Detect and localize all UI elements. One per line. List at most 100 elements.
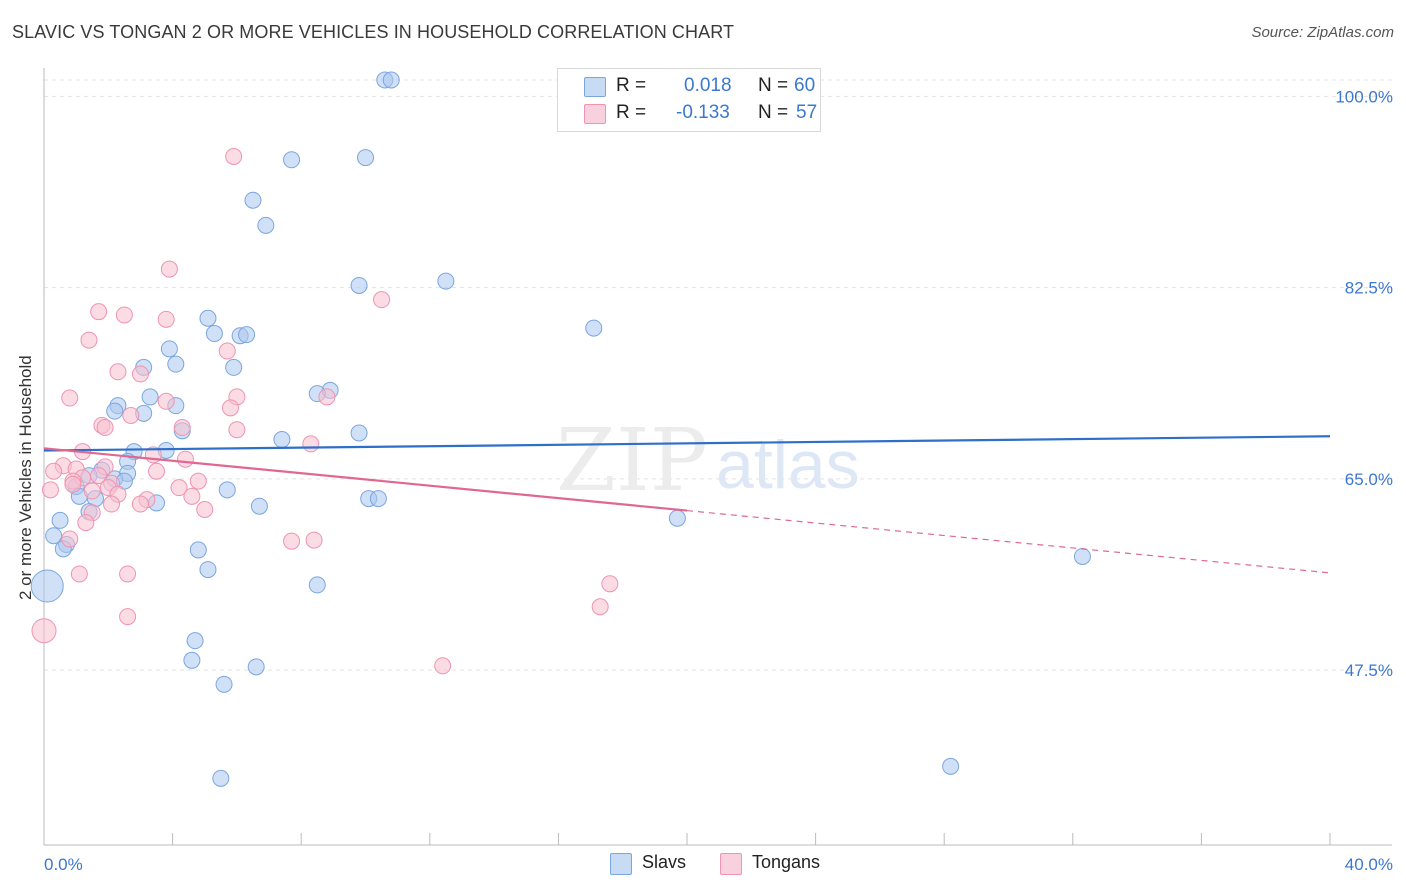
points-layer [30,71,1091,787]
slavs-point [30,569,64,603]
slavs-point [1073,547,1091,565]
slavs-point [250,497,268,515]
tongans-point [591,598,609,616]
watermark-zip: ZIP [556,411,708,511]
slavs-point [942,757,960,775]
y-tick-label: 47.5% [1345,661,1393,680]
tongans-point [302,435,320,453]
tongans-point [131,365,149,383]
tongans-legend-swatch [720,853,742,875]
r-value: 0.018 [684,75,732,96]
tongans-point [176,450,194,468]
tongans-point [70,565,88,583]
slavs-point [189,541,207,559]
tongans-point [434,657,452,675]
tongans-point [131,495,149,513]
tongans-point [373,291,391,309]
slavs-point [218,481,236,499]
slavs-point [199,561,217,579]
tongans-point [96,419,114,437]
grid-layer [44,79,1392,671]
r-value: -0.133 [676,102,730,123]
slavs-point [369,490,387,508]
y-axis-label: 2 or more Vehicles in Household [16,355,35,600]
tongans-point [318,388,336,406]
slavs-point [257,216,275,234]
slavs-point [199,309,217,327]
trend-layer [43,435,1331,574]
slavs-point [382,71,400,89]
x-tick-label: 40.0% [1345,855,1393,874]
chart-title: SLAVIC VS TONGAN 2 OR MORE VEHICLES IN H… [12,22,735,42]
slavs-point [225,358,243,376]
slavs-point [45,527,63,545]
tongans-point [80,331,98,349]
tongans-point [119,565,137,583]
legend-label: Tongans [752,852,821,872]
slavs-point [238,326,256,344]
stats-legend: R = 0.018 N = 60 R = -0.133 N = 57 [557,68,821,132]
tongans-point [31,618,57,644]
tongans-point [103,495,121,513]
slavs-point [247,658,265,676]
tongans-point [148,462,166,480]
tongans-trend-extension [686,509,1331,574]
n-label: N = [758,75,789,96]
r-label: R = [616,75,647,96]
tongans-point [90,303,108,321]
slavs-point [186,632,204,650]
tongans-point [157,310,175,328]
tongans-point [109,363,127,381]
tongans-point [119,608,137,626]
watermark-atlas: atlas [716,427,860,503]
x-tick-label: 0.0% [44,855,83,874]
tongans-point [41,481,59,499]
slavs-point [668,509,686,527]
slavs-point [205,325,223,343]
y-tick-label: 100.0% [1335,87,1393,106]
tongans-point [183,487,201,505]
tongans-point [115,306,133,324]
tongans-point [77,514,95,532]
tongans-point [218,342,236,360]
slavs-trend-line [43,435,1331,452]
slavs-point [183,651,201,669]
y-tick-label: 82.5% [1345,279,1393,298]
tongans-point [601,575,619,593]
slavs-point [167,355,185,373]
slavs-point [357,149,374,167]
tongans-trend-line [43,447,688,512]
tongans-point [83,482,101,500]
slavs-swatch [584,77,606,97]
legend-label: Slavs [642,852,687,872]
tongans-point [122,407,140,425]
slavs-point [51,511,69,529]
slavs-point [273,431,291,449]
tongans-point [196,500,214,518]
slavs-legend-swatch [610,853,632,875]
tongans-point [305,531,323,549]
slavs-point [215,675,233,693]
slavs-point [141,388,159,406]
axes-layer [43,68,1392,846]
tongans-swatch [584,104,606,124]
tongans-point [173,419,191,437]
slavs-point [350,424,368,442]
tongans-point [228,421,246,439]
tongans-point [283,532,301,550]
slavs-point [308,576,326,594]
n-value: 60 [794,75,816,96]
tongans-point [45,462,63,480]
tongans-point [170,479,188,497]
source-label: Source: ZipAtlas.com [1251,24,1394,41]
slavs-point [585,319,603,337]
tongans-point [189,472,207,490]
n-label: N = [758,102,789,123]
n-value: 57 [796,102,818,123]
slavs-point [350,276,368,294]
slavs-point [106,402,124,420]
tongans-point [61,530,79,548]
labels-layer: 100.0% 82.5% 65.0% 47.5% 0.0% 40.0% [44,87,1393,874]
tongans-point [160,260,178,278]
